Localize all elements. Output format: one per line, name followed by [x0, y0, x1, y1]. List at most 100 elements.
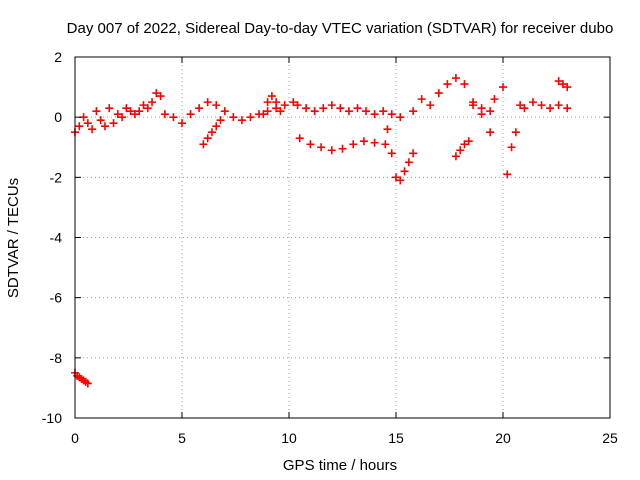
data-point-1-7 — [220, 107, 229, 116]
x-tick-label-1: 5 — [178, 430, 186, 446]
data-point-1-1 — [169, 113, 178, 122]
data-point-5-5 — [349, 140, 358, 149]
y-tick-label-3: -4 — [50, 230, 63, 246]
data-point-4-9 — [370, 110, 379, 119]
data-point-0-15 — [135, 107, 144, 116]
y-tick-label-0: -10 — [42, 410, 62, 426]
data-point-8-2 — [460, 140, 469, 149]
x-tick-label-5: 25 — [602, 430, 618, 446]
data-point-9-1 — [477, 110, 486, 119]
data-point-3-1 — [263, 98, 272, 107]
data-point-1-4 — [195, 104, 204, 113]
data-point-6-6 — [409, 149, 418, 158]
data-point-11-0 — [554, 77, 563, 86]
data-point-2-0 — [199, 140, 208, 149]
y-tick-label-6: 2 — [54, 49, 62, 65]
data-point-9-3 — [490, 95, 499, 104]
data-point-5-4 — [338, 144, 347, 153]
data-point-12-6 — [83, 379, 92, 388]
data-point-10-3 — [511, 128, 520, 137]
series-steady-baseline — [293, 101, 405, 122]
x-tick-label-3: 15 — [388, 430, 404, 446]
data-point-2-3 — [212, 122, 221, 131]
data-point-0-14 — [130, 110, 139, 119]
data-point-0-6 — [96, 116, 105, 125]
data-point-0-19 — [152, 89, 161, 98]
data-point-6-3 — [396, 176, 405, 185]
data-point-8-1 — [456, 146, 465, 155]
data-point-11-2 — [563, 83, 572, 92]
data-point-4-2 — [310, 107, 319, 116]
y-tick-label-1: -8 — [50, 350, 63, 366]
series-rising-to-peak — [409, 74, 495, 116]
data-point-1-5 — [203, 98, 212, 107]
series-negative-arc — [295, 134, 390, 155]
series-final-high — [554, 77, 572, 92]
y-tick-label-5: 0 — [54, 109, 62, 125]
data-point-1-2 — [178, 119, 186, 128]
x-tick-label-4: 20 — [495, 430, 511, 446]
data-point-6-1 — [387, 149, 396, 158]
data-point-2-2 — [207, 128, 216, 137]
data-point-7-0 — [409, 107, 418, 116]
series-midday-arc — [160, 98, 298, 128]
data-point-10-5 — [520, 104, 529, 113]
series-early-noisy-segment — [71, 89, 165, 137]
data-point-4-10 — [379, 107, 388, 116]
series-hump-segment — [259, 92, 285, 119]
grid-layer — [75, 57, 610, 418]
data-point-10-10 — [563, 104, 572, 113]
data-point-7-4 — [443, 80, 452, 89]
data-point-4-6 — [344, 107, 353, 116]
data-point-4-4 — [327, 101, 336, 110]
data-point-6-5 — [404, 158, 413, 167]
data-point-5-1 — [306, 140, 315, 149]
data-point-4-11 — [387, 110, 396, 119]
data-point-3-0 — [259, 110, 268, 119]
data-point-1-3 — [186, 110, 195, 119]
data-point-4-12 — [396, 113, 405, 122]
data-point-0-3 — [83, 119, 92, 128]
data-point-10-6 — [528, 98, 537, 107]
data-point-1-10 — [246, 113, 255, 122]
data-point-2-1 — [203, 134, 212, 143]
data-point-1-9 — [237, 116, 246, 125]
data-point-0-16 — [139, 101, 148, 110]
data-point-5-8 — [381, 140, 390, 149]
data-point-1-8 — [229, 113, 238, 122]
data-point-1-6 — [212, 101, 221, 110]
data-point-10-7 — [537, 101, 546, 110]
data-point-4-3 — [319, 104, 328, 113]
data-point-3-4 — [276, 107, 285, 116]
data-point-10-2 — [507, 143, 516, 152]
data-point-10-8 — [546, 104, 555, 113]
x-tick-label-0: 0 — [71, 430, 79, 446]
data-point-1-14 — [280, 101, 289, 110]
tick-layer: 0 5 10 15 20 25 -10 -8 -6 -4 -2 0 2 — [42, 49, 618, 446]
series-drop-to-minus-two — [383, 125, 418, 185]
data-point-5-6 — [359, 137, 368, 146]
data-point-2-4 — [216, 116, 225, 125]
data-point-0-18 — [148, 98, 157, 107]
series-scattered-late — [469, 95, 499, 137]
series-evening-segment — [499, 83, 572, 179]
data-point-0-5 — [92, 107, 101, 116]
data-point-7-6 — [460, 80, 469, 89]
data-point-7-5 — [451, 74, 460, 83]
data-point-0-9 — [109, 119, 118, 128]
data-point-10-9 — [554, 101, 563, 110]
data-point-8-3 — [464, 137, 473, 146]
x-tick-label-2: 10 — [281, 430, 297, 446]
series-late-dip — [451, 137, 473, 161]
data-point-5-2 — [317, 143, 326, 152]
data-point-1-15 — [289, 98, 298, 107]
data-point-1-12 — [263, 107, 272, 116]
data-point-7-3 — [434, 89, 443, 98]
data-point-3-3 — [272, 98, 281, 107]
data-layer — [71, 74, 572, 388]
data-point-0-8 — [105, 104, 114, 113]
data-point-4-0 — [293, 101, 302, 110]
data-point-7-9 — [486, 107, 495, 116]
data-point-7-2 — [426, 101, 435, 110]
data-point-6-0 — [383, 125, 392, 134]
